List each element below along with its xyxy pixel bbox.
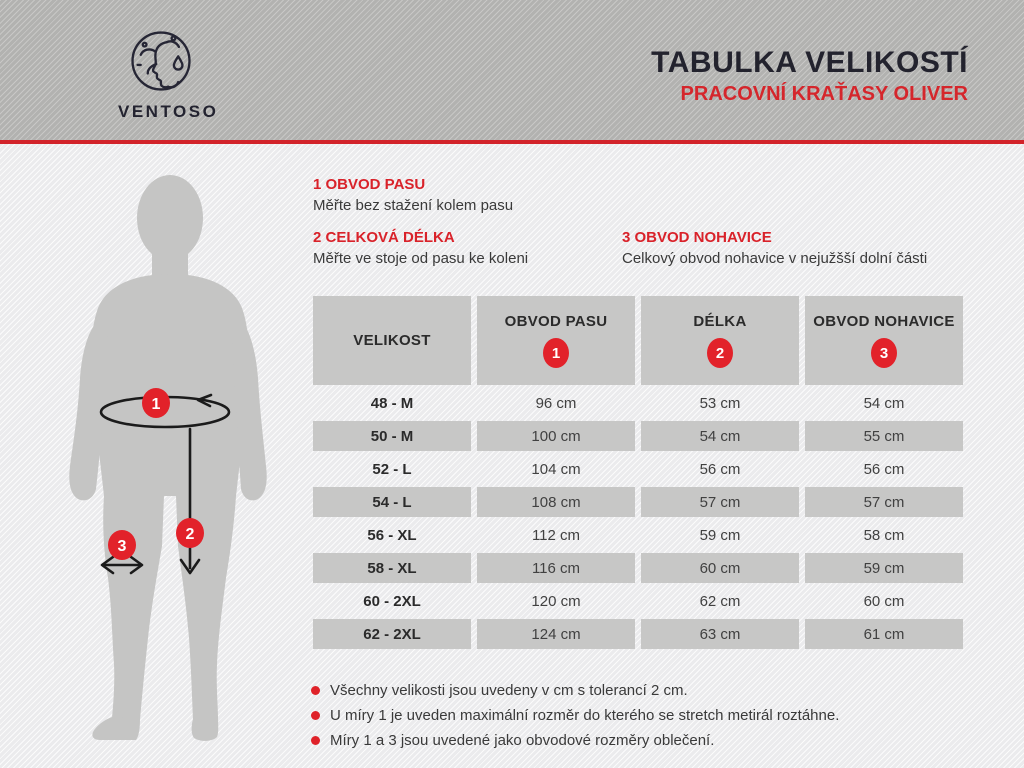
col-header-length: DÉLKA 2 (641, 296, 799, 385)
cell-leg: 57 cm (805, 487, 963, 517)
body-measurement-diagram: 1 2 3 (69, 175, 267, 741)
cell-length: 57 cm (641, 487, 799, 517)
badge-3: 3 (871, 338, 897, 368)
svg-text:3: 3 (118, 538, 127, 555)
cell-waist: 108 cm (477, 487, 635, 517)
marker-1: 1 (142, 388, 170, 418)
legend-waist: 1 OBVOD PASU Měřte bez stažení kolem pas… (313, 176, 513, 215)
col-header-leg: OBVOD NOHAVICE 3 (805, 296, 963, 385)
cell-leg: 59 cm (805, 553, 963, 583)
cell-size: 58 - XL (313, 553, 471, 583)
cell-length: 59 cm (699, 526, 741, 544)
cell-length: 53 cm (699, 394, 741, 412)
legend-length: 2 CELKOVÁ DÉLKA Měřte ve stoje od pasu k… (313, 229, 528, 268)
cell-size: 54 - L (313, 487, 471, 517)
cell-leg: 55 cm (805, 421, 963, 451)
marker-3: 3 (108, 530, 136, 560)
note-item: Míry 1 a 3 jsou uvedené jako obvodové ro… (311, 731, 839, 750)
col-header-leg-label: OBVOD NOHAVICE (813, 313, 955, 330)
cell-size: 48 - M (370, 394, 414, 412)
cell-size: 60 - 2XL (363, 592, 421, 610)
legend-leg-heading: 3 OBVOD NOHAVICE (622, 229, 772, 246)
cell-waist: 124 cm (477, 619, 635, 649)
legend-waist-text: Měřte bez stažení kolem pasu (313, 197, 514, 214)
svg-text:1: 1 (152, 396, 161, 413)
measurement-annotations: 1 2 3 (99, 388, 231, 575)
col-header-length-label: DÉLKA (693, 313, 747, 330)
ventoso-logo-icon (131, 31, 191, 91)
cell-waist: 96 cm (535, 394, 577, 412)
cell-length: 62 cm (699, 592, 741, 610)
note-text: Všechny velikosti jsou uvedeny v cm s to… (330, 682, 688, 699)
cell-size: 50 - M (313, 421, 471, 451)
page-title: TABULKA VELIKOSTÍ (651, 46, 968, 79)
bullet-dot-icon (311, 686, 320, 695)
cell-waist: 112 cm (531, 526, 581, 544)
red-divider (0, 140, 1024, 144)
note-item: Všechny velikosti jsou uvedeny v cm s to… (311, 681, 839, 700)
cell-leg: 56 cm (863, 460, 905, 478)
cell-size: 52 - L (372, 460, 412, 478)
legend-leg-text: Celkový obvod nohavice v nejužšší dolní … (622, 250, 928, 267)
legend-length-text: Měřte ve stoje od pasu ke koleni (313, 250, 529, 267)
footnotes: Všechny velikosti jsou uvedeny v cm s to… (311, 681, 839, 756)
brand-name: VENTOSO (118, 102, 219, 121)
cell-waist: 104 cm (531, 460, 581, 478)
brand-logo: VENTOSO (118, 22, 219, 122)
size-table: VELIKOST OBVOD PASU 1 DÉLKA 2 OBVOD NOHAVI… (313, 296, 963, 649)
badge-1: 1 (543, 338, 569, 368)
title-block: TABULKA VELIKOSTÍ PRACOVNÍ KRAŤASY OLIVE… (651, 46, 968, 106)
col-header-size-label: VELIKOST (353, 332, 431, 349)
cell-leg: 54 cm (863, 394, 905, 412)
page-subtitle: PRACOVNÍ KRAŤASY OLIVER (680, 83, 968, 105)
svg-text:2: 2 (186, 526, 195, 543)
cell-length: 63 cm (641, 619, 799, 649)
cell-leg: 58 cm (863, 526, 905, 544)
cell-length: 54 cm (641, 421, 799, 451)
cell-size: 56 - XL (367, 526, 417, 544)
cell-waist: 120 cm (531, 592, 581, 610)
male-silhouette (69, 175, 267, 741)
col-header-waist: OBVOD PASU 1 (477, 296, 635, 385)
cell-leg: 60 cm (863, 592, 905, 610)
badge-2: 2 (707, 338, 733, 368)
note-item: U míry 1 je uveden maximální rozměr do k… (311, 706, 839, 725)
legend-leg: 3 OBVOD NOHAVICE Celkový obvod nohavice … (622, 229, 927, 268)
leg-width-measure-arrow (100, 555, 144, 575)
cell-size: 62 - 2XL (313, 619, 471, 649)
cell-leg: 61 cm (805, 619, 963, 649)
bullet-dot-icon (311, 736, 320, 745)
note-text: U míry 1 je uveden maximální rozměr do k… (330, 707, 840, 724)
cell-waist: 100 cm (477, 421, 635, 451)
cell-length: 60 cm (641, 553, 799, 583)
marker-2: 2 (176, 518, 204, 548)
cell-length: 56 cm (699, 460, 741, 478)
legend-waist-heading: 1 OBVOD PASU (313, 176, 426, 193)
col-header-waist-label: OBVOD PASU (504, 313, 608, 330)
waist-arrow-icon (196, 393, 213, 408)
header: VENTOSO TABULKA VELIKOSTÍ PRACOVNÍ KRAŤA… (0, 0, 1024, 140)
legend-length-heading: 2 CELKOVÁ DÉLKA (313, 229, 455, 246)
cell-waist: 116 cm (477, 553, 635, 583)
col-header-size: VELIKOST (313, 296, 471, 385)
bullet-dot-icon (311, 711, 320, 720)
note-text: Míry 1 a 3 jsou uvedené jako obvodové ro… (330, 732, 715, 749)
